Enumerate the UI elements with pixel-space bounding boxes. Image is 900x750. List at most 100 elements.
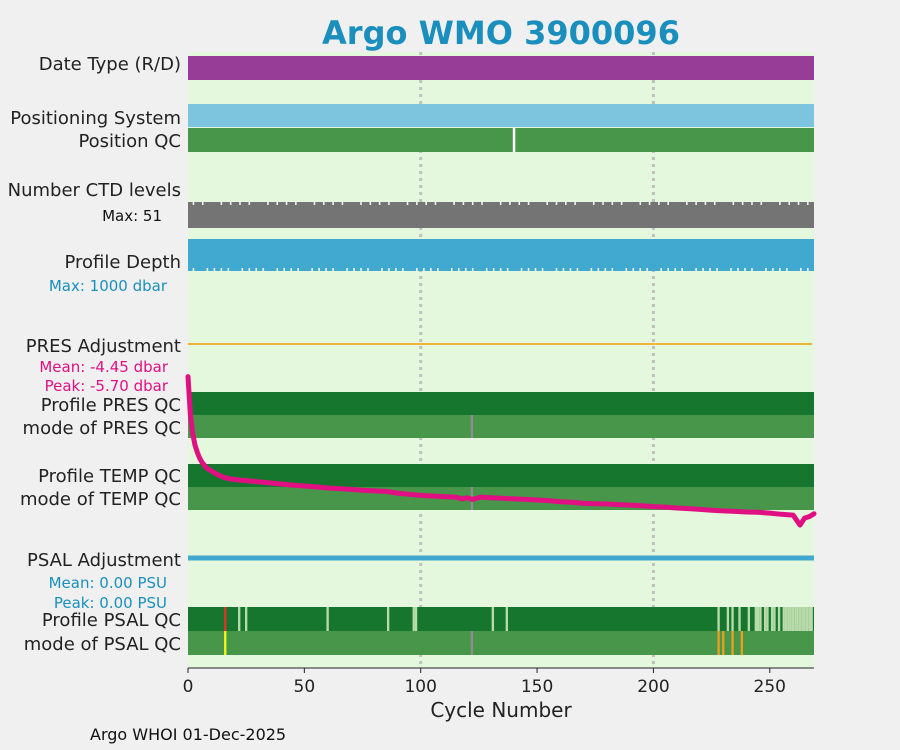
dropout-tick [704, 202, 707, 205]
bar-date-type [188, 56, 814, 80]
dropout-tick [772, 268, 774, 271]
dropout-tick [695, 268, 697, 271]
dropout-tick [402, 268, 404, 271]
dropout-tick [220, 268, 223, 271]
row-label-profile-pres-qc: Profile PRES QC [41, 395, 181, 416]
x-tick-label-50: 50 [294, 677, 316, 697]
dropout-tick [667, 268, 669, 271]
dropout-tick [262, 268, 265, 271]
qc-flag-241 [747, 607, 751, 631]
annotation-depth-max: Max: 1000 dbar [49, 277, 168, 295]
qc-flag-260 [791, 607, 795, 631]
bar-mode-psal-qc [188, 631, 814, 655]
dropout-tick [800, 268, 802, 271]
row-labels: Date Type (R/D) Positioning SystemPositio… [8, 54, 181, 655]
dropout-tick [201, 202, 204, 205]
pres-adjustment-series [185, 374, 817, 528]
dropout-tick [509, 202, 511, 205]
dropout-tick [206, 268, 209, 271]
dropout-tick [395, 268, 397, 271]
x-tick-label-250: 250 [754, 677, 786, 697]
qc-flag-249 [766, 607, 769, 631]
dropout-tick [695, 202, 697, 205]
dropout-tick [369, 202, 372, 205]
dropout-tick [325, 268, 327, 271]
footer-credit: Argo WHOI 01-Dec-2025 [90, 725, 287, 744]
qc-flag-230 [722, 631, 725, 655]
x-tick-label-200: 200 [637, 677, 669, 697]
qc-flag-254 [777, 607, 781, 631]
qc-flag-244 [754, 607, 757, 631]
row-label-profile-psal-qc: Profile PSAL QC [42, 610, 181, 631]
dropout-tick [311, 268, 313, 271]
qc-flag-265 [803, 607, 806, 631]
bar-profile-temp-qc [188, 464, 814, 487]
dropout-tick [797, 202, 800, 205]
qc-flag-228 [717, 631, 720, 655]
dropout-tick [713, 202, 716, 205]
qc-flag-234 [731, 631, 734, 655]
dropout-tick [388, 268, 390, 271]
row-label-date-type: Date Type (R/D) [39, 54, 181, 75]
dropout-tick [346, 268, 348, 271]
annotation-pres-peak: Peak: -5.70 dbar [45, 377, 169, 395]
dropout-tick [716, 268, 718, 271]
dropout-tick [471, 202, 474, 205]
row-label-pres-adjustment: PRES Adjustment [26, 336, 181, 357]
dropout-tick [597, 268, 600, 271]
x-axis-label: Cycle Number [430, 698, 572, 722]
qc-flag-86 [386, 607, 390, 631]
qc-flag-22 [238, 607, 241, 631]
dropout-tick [437, 268, 439, 271]
row-label-mode-psal-qc: mode of PSAL QC [24, 634, 181, 655]
dropout-tick [453, 202, 455, 205]
bar-profile-depth [188, 239, 814, 271]
dropout-tick [220, 202, 223, 205]
dropout-tick [779, 202, 781, 205]
dropout-tick [416, 202, 418, 205]
dropout-tick [611, 268, 614, 271]
dropout-tick [555, 268, 558, 271]
plot-panel [188, 52, 814, 668]
dropout-tick [576, 268, 579, 271]
row-label-mode-temp-qc: mode of TEMP QC [20, 489, 181, 510]
dropout-tick [709, 268, 711, 271]
annotation-pres-mean: Mean: -4.45 dbar [39, 358, 169, 376]
row-label-mode-pres-qc: mode of PRES QC [23, 418, 181, 439]
annotation-psal-peak: Peak: 0.00 PSU [54, 594, 167, 612]
dropout-tick [425, 202, 427, 205]
dropout-tick [267, 202, 269, 205]
bar-mode-pres-qc [188, 415, 814, 438]
x-tick-label-150: 150 [521, 677, 553, 697]
dropout-tick [760, 202, 763, 205]
qc-flag-131 [491, 607, 495, 631]
qc-flag-259 [789, 607, 792, 631]
dropout-tick [285, 202, 288, 205]
dropout-tick [741, 202, 744, 205]
dropout-tick [360, 202, 362, 205]
dropout-tick [297, 268, 299, 271]
qc-flag-246 [759, 607, 762, 631]
dropout-tick [686, 202, 688, 205]
dropout-tick [367, 268, 369, 271]
dropout-tick [192, 268, 195, 271]
dropout-tick [485, 268, 488, 271]
dropout-tick [648, 202, 651, 205]
dropout-tick [646, 268, 649, 271]
dropout-tick [213, 268, 216, 271]
qc-flag-238 [740, 631, 744, 655]
dropout-tick [241, 268, 244, 271]
dropout-tick [765, 268, 767, 271]
qc-flag-97 [412, 607, 415, 631]
dropout-tick [283, 268, 286, 271]
dropout-tick [462, 202, 465, 205]
qc-flag-252 [773, 607, 776, 631]
dropout-tick [527, 268, 530, 271]
dropout-tick [492, 268, 495, 271]
bar-profile-psal-qc [188, 607, 814, 631]
dropout-tick [807, 202, 809, 205]
dropout-tick [360, 268, 362, 271]
qc-flag-251 [770, 607, 774, 631]
dropout-tick [681, 268, 683, 271]
